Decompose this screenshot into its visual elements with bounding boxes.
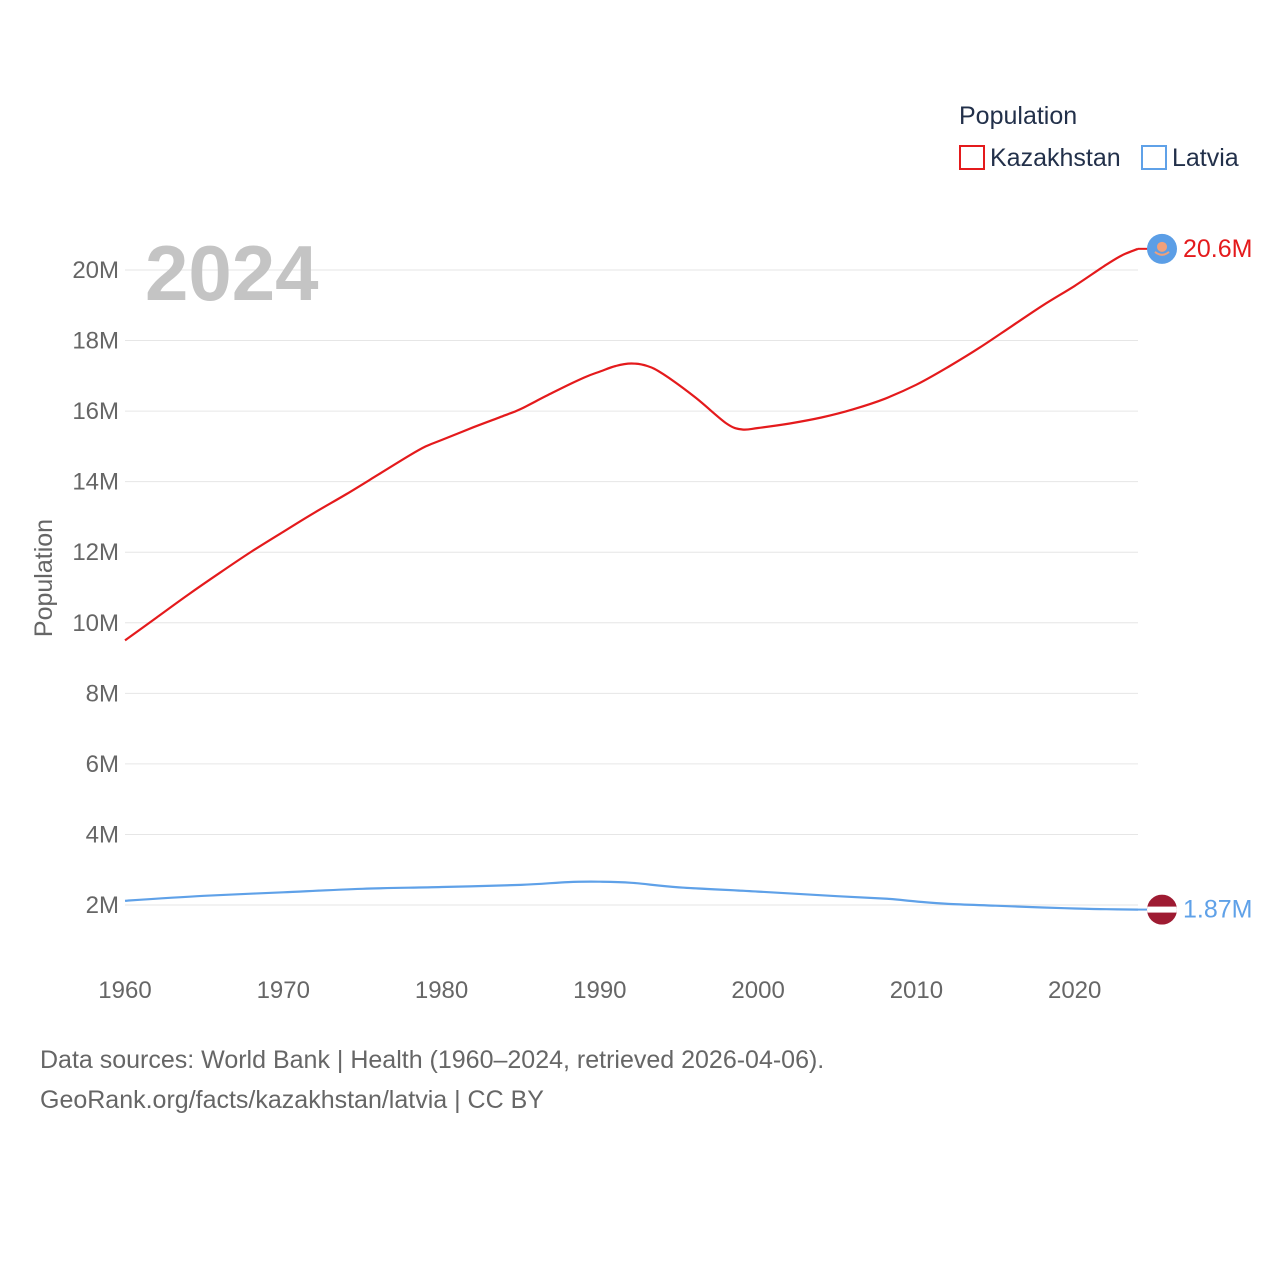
series-line-latvia[interactable]: [124, 880, 1139, 911]
flag-latvia-icon: [1147, 894, 1177, 925]
x-tick-label: 2010: [890, 977, 943, 1004]
current-year-label: 2024: [145, 229, 319, 317]
gridlines: [125, 269, 1138, 906]
y-tick-label: 18M: [72, 328, 119, 355]
series-end-markers: 20.6M 1.87M: [1138, 233, 1252, 925]
flag-kazakhstan-icon: [1147, 233, 1177, 264]
legend-swatch-kazakhstan: [959, 145, 985, 170]
legend-item-latvia[interactable]: Latvia: [1141, 144, 1239, 172]
legend-swatch-latvia: [1141, 145, 1167, 170]
y-tick-label: 2M: [86, 892, 119, 919]
y-axis-ticks: 2M 4M 6M 8M 10M 12M 14M 16M 18M 20M: [72, 257, 119, 919]
y-tick-label: 4M: [86, 821, 119, 848]
y-tick-label: 12M: [72, 539, 119, 566]
y-tick-label: 6M: [86, 751, 119, 778]
x-tick-label: 1980: [415, 977, 468, 1004]
y-tick-label: 10M: [72, 610, 119, 637]
y-tick-label: 20M: [72, 257, 119, 284]
legend-label-latvia: Latvia: [1172, 144, 1239, 172]
legend-label-kazakhstan: Kazakhstan: [990, 144, 1121, 172]
y-tick-label: 14M: [72, 469, 119, 496]
x-tick-label: 2020: [1048, 977, 1101, 1004]
series-lines: [124, 247, 1139, 911]
legend: Population Kazakhstan Latvia: [959, 102, 1239, 172]
series-line-kazakhstan[interactable]: [124, 247, 1139, 642]
legend-title: Population: [959, 102, 1077, 130]
y-tick-label: 16M: [72, 398, 119, 425]
end-value-label-latvia: 1.87M: [1183, 896, 1252, 924]
source-line: Data sources: World Bank | Health (1960–…: [40, 1046, 825, 1074]
legend-item-kazakhstan[interactable]: Kazakhstan: [959, 144, 1121, 172]
attribution-link[interactable]: GeoRank.org/facts/kazakhstan/latvia | CC…: [40, 1086, 544, 1114]
end-value-label-kazakhstan: 20.6M: [1183, 235, 1252, 263]
x-tick-label: 1970: [257, 977, 310, 1004]
y-tick-label: 8M: [86, 680, 119, 707]
y-axis-title: Population: [30, 519, 58, 637]
x-tick-label: 2000: [731, 977, 784, 1004]
x-tick-label: 1990: [573, 977, 626, 1004]
x-tick-label: 1960: [98, 977, 151, 1004]
data-source-footer: Data sources: World Bank | Health (1960–…: [40, 1040, 824, 1120]
x-axis-ticks: 1960 1970 1980 1990 2000 2010 2020: [98, 977, 1101, 1004]
